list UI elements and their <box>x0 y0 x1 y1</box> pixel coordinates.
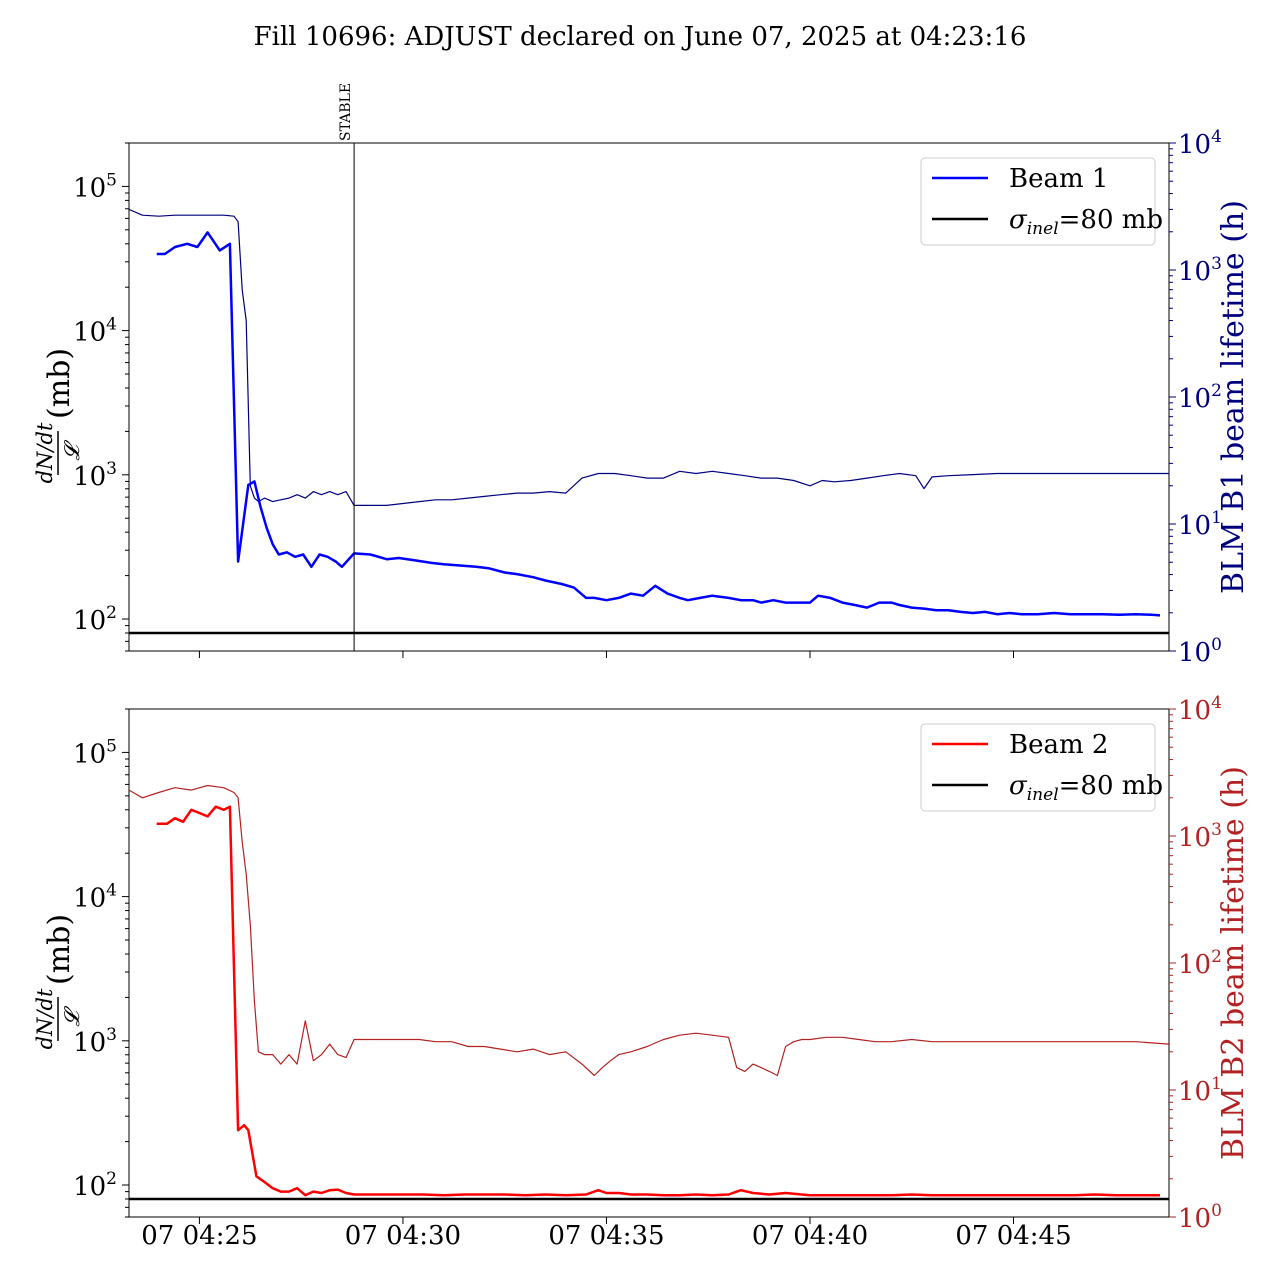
top-panel: 102 103 104 105 100 101 102 103 104 BLM B1 beam l… <box>33 83 1251 668</box>
right-axis: 100 101 102 103 104 <box>1169 127 1222 668</box>
legend: Beam 1 σinel=80 mb <box>920 157 1163 246</box>
left-tick-label: 105 <box>73 170 117 203</box>
plot-area <box>129 784 1169 1201</box>
right-tick-label: 104 <box>1178 693 1222 726</box>
right-tick-label: 101 <box>1178 1074 1222 1107</box>
right-tick-label: 103 <box>1178 254 1222 287</box>
stable-marker-label: STABLE <box>338 83 354 141</box>
left-tick-label: 105 <box>73 736 117 769</box>
right-tick-label: 100 <box>1178 635 1222 668</box>
legend-label: σinel=80 mb <box>1009 205 1163 239</box>
left-tick-label: 103 <box>73 1025 117 1058</box>
right-tick-label: 100 <box>1178 1201 1222 1234</box>
right-tick-label: 104 <box>1178 127 1222 160</box>
left-tick-label: 102 <box>73 1169 117 1202</box>
right-tick-label: 102 <box>1178 947 1222 980</box>
left-axis-label-denominator: 𝓛 <box>60 440 84 461</box>
series-line-lifetime <box>129 784 1169 1077</box>
left-axis: 102 103 104 105 <box>73 142 129 652</box>
right-tick-label: 101 <box>1178 508 1222 541</box>
left-axis-label-unit: (mb) <box>42 914 77 985</box>
left-axis-label-unit: (mb) <box>42 348 77 419</box>
legend-box <box>920 723 1156 812</box>
right-axis-label: BLM B2 beam lifetime (h) <box>1216 766 1251 1160</box>
series-line-beam <box>156 231 1161 617</box>
legend-box <box>920 157 1156 246</box>
right-axis: 100 101 102 103 104 <box>1169 693 1222 1234</box>
left-axis-label-numerator: dN/dt <box>33 988 57 1049</box>
x-axis <box>198 651 1015 658</box>
legend-label: σinel=80 mb <box>1009 771 1163 805</box>
left-axis-label-denominator: 𝓛 <box>60 1006 84 1027</box>
left-axis: 102 103 104 105 <box>73 708 129 1218</box>
series-line-beam <box>156 805 1160 1197</box>
right-tick-label: 102 <box>1178 381 1222 414</box>
left-tick-label: 104 <box>73 315 117 348</box>
legend-label: Beam 2 <box>1009 730 1108 760</box>
x-tick-label: 07 04:25 <box>141 1221 257 1251</box>
left-axis-label: dN/dt 𝓛 (mb) <box>33 348 84 483</box>
left-tick-label: 103 <box>73 459 117 492</box>
legend-label: Beam 1 <box>1009 164 1108 194</box>
x-tick-label: 07 04:35 <box>548 1221 664 1251</box>
x-axis: 07 04:25 07 04:30 07 04:35 07 04:40 07 04:45 <box>141 1217 1072 1251</box>
figure-title: Fill 10696: ADJUST declared on June 07, … <box>254 22 1027 52</box>
right-tick-label: 103 <box>1178 820 1222 853</box>
left-axis-label-numerator: dN/dt <box>33 422 57 483</box>
right-axis-label: BLM B1 beam lifetime (h) <box>1216 200 1251 594</box>
plot-area <box>129 208 1169 635</box>
left-tick-label: 104 <box>73 881 117 914</box>
legend: Beam 2 σinel=80 mb <box>920 723 1163 812</box>
x-tick-label: 07 04:40 <box>752 1221 868 1251</box>
left-tick-label: 102 <box>73 603 117 636</box>
series-line-lifetime <box>129 208 1169 506</box>
x-tick-label: 07 04:30 <box>345 1221 461 1251</box>
x-tick-label: 07 04:45 <box>955 1221 1071 1251</box>
